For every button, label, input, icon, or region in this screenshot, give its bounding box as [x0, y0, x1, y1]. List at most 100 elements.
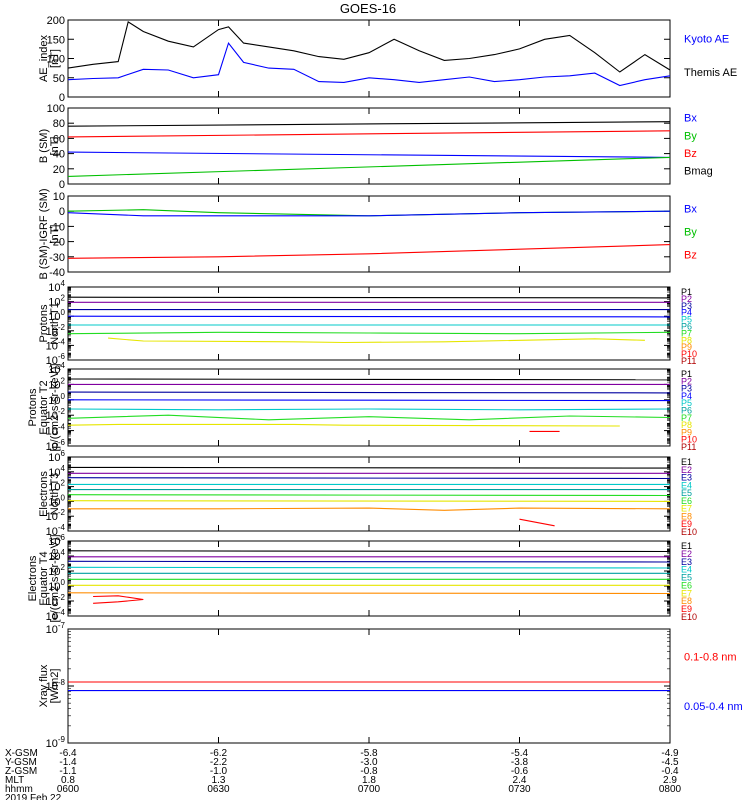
legend-entry: P11 [681, 356, 696, 366]
legend-entry: By [684, 130, 697, 142]
panel-frame [67, 540, 671, 617]
y-tick-label: 40 [53, 149, 65, 161]
legend-entry: 0.1-0.8 nm [684, 651, 737, 663]
series-line-e6 [67, 494, 671, 497]
legend-entry: E10 [681, 527, 697, 537]
y-tick-label: 20 [53, 164, 65, 176]
legend-entry: E9 [681, 519, 692, 529]
x-row-value: 0.8 [61, 775, 75, 786]
y-axis-label: B (SM)[nT] [38, 129, 61, 163]
legend-entry: 0.05-0.4 nm [684, 701, 743, 713]
legend-entry: E5 [681, 488, 692, 498]
series-line-e3 [67, 477, 671, 480]
y-tick-label: 80 [53, 118, 65, 130]
legend-entry: P7 [681, 328, 692, 338]
legend-entry: P3 [681, 384, 692, 394]
panel-frame [67, 107, 671, 185]
x-row-value: -0.4 [661, 766, 679, 777]
x-row-value: -0.6 [511, 766, 529, 777]
panel-2: 0 20 40 60 80 100 B (SM)[nT] Bx By Bz Bmag [38, 103, 713, 191]
legend-entry: P10 [681, 349, 697, 359]
legend-entry: E7 [681, 588, 692, 598]
legend-entry: E1 [681, 541, 692, 551]
legend-entry: P9 [681, 342, 692, 352]
y-tick-label: 10-7 [46, 621, 66, 636]
panel-frame [67, 628, 671, 744]
y-axis-label: B (SM)-IGRF (SM)[nT] [38, 188, 61, 279]
legend-entry: Kyoto AE [684, 33, 729, 45]
series-line-p3 [67, 391, 671, 394]
legend-entry: E2 [681, 465, 692, 475]
y-tick-label: -10 [49, 221, 65, 233]
x-row-value: -0.8 [360, 766, 378, 777]
series-line-e1 [67, 466, 671, 469]
legend-entry: P10 [681, 435, 697, 445]
legend-entry: E6 [681, 496, 692, 506]
legend-entry: P4 [681, 308, 692, 318]
y-tick-label: 50 [53, 73, 65, 85]
series-line-e7 [67, 500, 671, 502]
legend-entry: P6 [681, 322, 692, 332]
legend-entry: P1 [681, 369, 692, 379]
x-row-value: -4.5 [661, 757, 679, 768]
x-row-value: -4.9 [661, 748, 679, 759]
legend-entry: E4 [681, 565, 692, 575]
panel-frame [67, 195, 671, 273]
y-tick-label: 150 [47, 34, 65, 46]
legend-entry: P4 [681, 391, 692, 401]
y-axis-label: ProtonsEquator T2[p/(cm2-s-sr-keV)] [27, 364, 61, 452]
series-line-e8 [67, 592, 671, 595]
legend-entry: P2 [681, 376, 692, 386]
x-row-value: 0800 [659, 784, 682, 795]
y-tick-label: 0 [59, 179, 65, 191]
y-tick-label: 0 [59, 92, 65, 104]
legend-entry: E4 [681, 480, 692, 490]
x-row-value: -2.2 [210, 757, 228, 768]
y-tick-label: -40 [49, 267, 65, 279]
x-row-value: -3.8 [511, 757, 529, 768]
x-row-value: -6.2 [210, 748, 228, 759]
y-tick-label: 60 [53, 133, 65, 145]
x-axis-labels: X-GSM -6.4 -6.2 -5.8 -5.4 -4.9 Y-GSM -1.4 -2.2 -3… [5, 748, 682, 800]
legend-entry: Bx [684, 113, 697, 125]
y-tick-label: 10 [53, 191, 65, 203]
legend-entry: P8 [681, 335, 692, 345]
panel-frame [67, 368, 671, 447]
series-line-kyoto-ae [67, 41, 671, 87]
y-axis-label: Xray flux[W/m2] [38, 664, 61, 707]
panel-1: 0 50 100 150 200 AE_index[nT] Kyoto AE Themis A… [38, 15, 737, 104]
legend-entry: P6 [681, 406, 692, 416]
legend-entry: E7 [681, 504, 692, 514]
legend-entry: E1 [681, 457, 692, 467]
plot-title: GOES-16 [340, 1, 396, 16]
x-row-label: Z-GSM [5, 766, 37, 777]
legend-entry: P5 [681, 398, 692, 408]
series-line-p1 [67, 378, 671, 381]
legend-entry: Themis AE [684, 67, 737, 79]
series-line-p8 [67, 423, 620, 427]
series-line-bz [67, 244, 671, 259]
legend-entry: E10 [681, 612, 697, 622]
y-tick-label: 100 [47, 103, 65, 115]
series-line-by [67, 209, 671, 217]
x-row-value: 1.8 [362, 775, 376, 786]
panel-frame [67, 19, 671, 98]
x-row-value: 0730 [508, 784, 531, 795]
legend-entry: P3 [681, 301, 692, 311]
series-line-p5 [67, 408, 671, 411]
series-line-bz [67, 130, 671, 138]
series-line-themis-ae [67, 21, 671, 73]
legend-entry: P5 [681, 315, 692, 325]
date-label: 2019 Feb 22 [5, 793, 62, 800]
x-row-value: -1.4 [59, 757, 77, 768]
y-axis-label: ElectronsNorth T3 [38, 471, 61, 517]
legend-entry: E2 [681, 549, 692, 559]
x-row-value: -1.0 [210, 766, 228, 777]
x-row-label: MLT [5, 775, 24, 786]
series-line-by [67, 156, 671, 177]
